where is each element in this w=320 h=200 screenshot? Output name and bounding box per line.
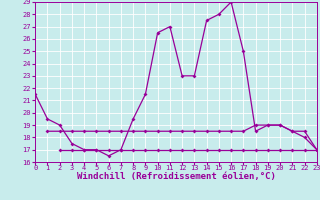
X-axis label: Windchill (Refroidissement éolien,°C): Windchill (Refroidissement éolien,°C) (76, 172, 276, 181)
